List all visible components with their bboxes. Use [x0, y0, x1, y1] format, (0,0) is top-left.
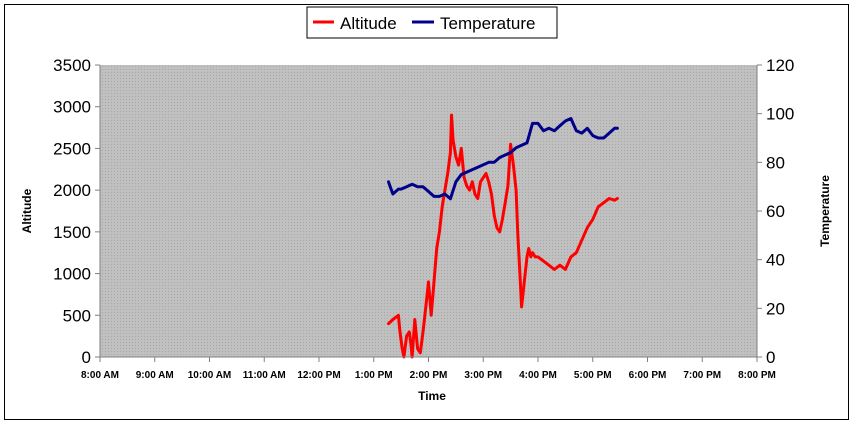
legend-label-altitude: Altitude — [340, 14, 397, 33]
left-tick-label: 3000 — [53, 98, 91, 117]
x-tick-label: 2:00 PM — [410, 370, 448, 381]
left-tick-label: 1500 — [53, 223, 91, 242]
x-axis-title: Time — [418, 389, 446, 403]
plot-area — [100, 65, 757, 357]
x-tick-label: 6:00 PM — [629, 370, 667, 381]
x-tick-label: 8:00 AM — [81, 370, 119, 381]
x-tick-label: 7:00 PM — [683, 370, 721, 381]
x-tick-label: 4:00 PM — [519, 370, 557, 381]
x-tick-label: 1:00 PM — [355, 370, 393, 381]
x-tick-label: 8:00 PM — [738, 370, 776, 381]
x-tick-label: 3:00 PM — [464, 370, 502, 381]
x-tick-label: 5:00 PM — [574, 370, 612, 381]
left-tick-label: 0 — [82, 348, 91, 367]
right-tick-label: 120 — [766, 56, 794, 75]
series-line-temperature — [387, 117, 619, 201]
right-tick-label: 80 — [766, 153, 785, 172]
left-tick-label: 2000 — [53, 181, 91, 200]
left-tick-label: 2500 — [53, 139, 91, 158]
x-axis-ticks: 8:00 AM 9:00 AM 10:00 AM 11:00 AM 12:00 PM 1:… — [81, 357, 776, 381]
right-tick-label: 0 — [766, 348, 775, 367]
left-axis-title: Altitude — [20, 188, 34, 233]
legend: Altitude Temperature — [306, 6, 558, 39]
x-tick-label: 12:00 PM — [297, 370, 340, 381]
left-axis-ticks: 0 500 1000 1500 2000 2500 3000 3500 — [53, 56, 100, 367]
right-tick-label: 60 — [766, 202, 785, 221]
x-tick-label: 9:00 AM — [136, 370, 174, 381]
series-line-altitude — [387, 113, 619, 359]
right-tick-label: 100 — [766, 105, 794, 124]
x-tick-label: 11:00 AM — [243, 370, 286, 381]
right-tick-label: 20 — [766, 299, 785, 318]
left-tick-label: 3500 — [53, 56, 91, 75]
left-tick-label: 500 — [63, 306, 91, 325]
series-layer — [387, 113, 619, 359]
legend-label-temperature: Temperature — [440, 14, 535, 33]
x-tick-label: 10:00 AM — [188, 370, 232, 381]
right-tick-label: 40 — [766, 251, 785, 270]
right-axis-ticks: 0 20 40 60 80 100 120 — [757, 56, 794, 367]
left-tick-label: 1000 — [53, 265, 91, 284]
right-axis-title: Temperature — [818, 175, 832, 247]
